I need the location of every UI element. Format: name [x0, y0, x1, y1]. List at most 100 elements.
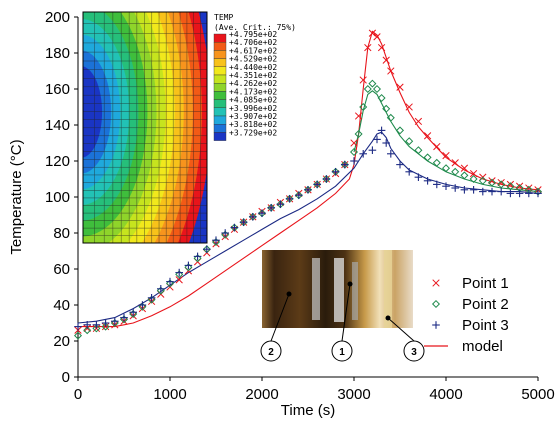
point-2-marker — [165, 279, 175, 288]
point-2-marker — [431, 299, 441, 309]
point-3-marker — [322, 175, 331, 183]
colorbar-level: +4.529e+02 — [229, 55, 277, 64]
y-axis-label: Temperature (°C) — [8, 139, 25, 254]
point-2-marker — [469, 174, 478, 184]
contour-inset — [82, 11, 208, 244]
point-3-marker — [387, 150, 395, 158]
callout-label: 2 — [268, 347, 274, 358]
x-tick-label: 1000 — [153, 386, 186, 403]
photo-thermocouple — [312, 258, 320, 320]
point-3-marker — [249, 213, 257, 221]
point-3-marker — [212, 236, 220, 244]
point-2-marker — [147, 295, 156, 304]
colorbar-swatch — [213, 82, 227, 92]
point-3-marker — [175, 268, 183, 277]
point-3-marker — [157, 285, 165, 293]
point-3-marker — [373, 135, 381, 144]
y-tick-label: 20 — [53, 333, 70, 350]
point-1-marker — [442, 151, 450, 160]
point-2-marker — [221, 230, 230, 239]
y-tick-label: 60 — [53, 261, 70, 278]
point-3-marker — [488, 187, 496, 196]
point-2-marker — [354, 129, 363, 139]
point-2-marker — [441, 164, 451, 173]
point-2-marker — [184, 263, 193, 272]
colorbar-swatch — [213, 99, 227, 108]
point-3-marker — [267, 204, 275, 212]
colorbar-swatch — [213, 33, 227, 43]
point-2-marker — [506, 182, 515, 191]
colorbar-level: +3.907e+02 — [229, 112, 277, 121]
point-3-marker — [74, 322, 82, 331]
point-3-marker — [166, 277, 174, 286]
point-2-marker — [460, 171, 469, 180]
point-3-marker — [451, 184, 459, 192]
point-3-marker — [276, 200, 285, 208]
point-3-marker — [479, 187, 487, 196]
point-1-marker — [382, 56, 390, 64]
contour-border — [82, 11, 208, 244]
point-1-marker — [451, 159, 459, 167]
point-1-marker — [414, 117, 423, 126]
colorbar-level: +4.085e+02 — [229, 96, 277, 105]
callout-leader — [341, 283, 351, 342]
point-3-marker — [120, 313, 128, 322]
point-3-marker — [515, 189, 524, 198]
x-tick-label: 4000 — [429, 386, 462, 403]
callout-circle — [331, 340, 353, 362]
point-3-marker — [460, 186, 469, 194]
point-3-marker — [359, 150, 367, 158]
point-2-marker — [386, 113, 395, 122]
point-2-marker — [349, 147, 359, 157]
point-2-marker — [101, 322, 110, 331]
photo-thermocouple — [334, 258, 344, 322]
point-3-marker — [534, 189, 542, 198]
point-3-marker — [295, 191, 303, 199]
specimen-photo: 2 1 3 — [260, 250, 425, 362]
point-2-marker — [129, 309, 138, 319]
callout-circle — [260, 340, 282, 362]
point-3-marker — [497, 187, 505, 196]
point-3-marker — [350, 157, 358, 165]
point-1-marker — [396, 83, 404, 91]
x-tick-label: 5000 — [521, 386, 554, 403]
y-tick-label: 80 — [53, 225, 70, 242]
point-2-marker — [359, 102, 368, 112]
model-line — [78, 30, 539, 328]
point-1-marker — [350, 139, 358, 147]
callout-label: 3 — [411, 347, 417, 358]
point-3-marker — [506, 189, 515, 198]
colorbar-swatch — [213, 42, 227, 51]
point-3-marker — [396, 160, 404, 169]
point-3-marker — [184, 261, 193, 270]
colorbar-swatch — [213, 123, 227, 133]
legend-label: Point 2 — [462, 296, 509, 313]
point-2-marker — [211, 237, 221, 247]
point-3-marker — [341, 160, 349, 169]
callout-leader — [270, 293, 290, 342]
colorbar-title: TEMP — [214, 13, 233, 22]
contour-mesh — [82, 11, 208, 244]
y-tick-label: 120 — [45, 153, 70, 170]
point-3-marker — [525, 189, 533, 198]
colorbar-level: +4.262e+02 — [229, 79, 277, 88]
colorbar-subtitle: (Ave. Crit.: 75%) — [214, 23, 296, 32]
y-tick-label: 180 — [45, 45, 70, 62]
colorbar-level: +3.996e+02 — [229, 104, 277, 113]
y-tick-label: 200 — [45, 9, 70, 26]
x-tick-label: 2000 — [245, 386, 278, 403]
point-1-marker — [373, 33, 381, 41]
legend-label: model — [462, 338, 503, 355]
legend: Point 1 Point 2 Point 3 model — [424, 275, 509, 355]
x-tick-label: 0 — [74, 386, 82, 403]
point-3-marker — [377, 126, 386, 135]
point-1-marker — [368, 29, 377, 37]
point-1-marker — [460, 164, 469, 172]
point-3-marker — [92, 321, 101, 329]
point-3-marker — [239, 218, 248, 226]
y-tick-label: 140 — [45, 117, 70, 134]
point-2-marker — [478, 176, 487, 185]
y-tick-label: 100 — [45, 189, 70, 206]
